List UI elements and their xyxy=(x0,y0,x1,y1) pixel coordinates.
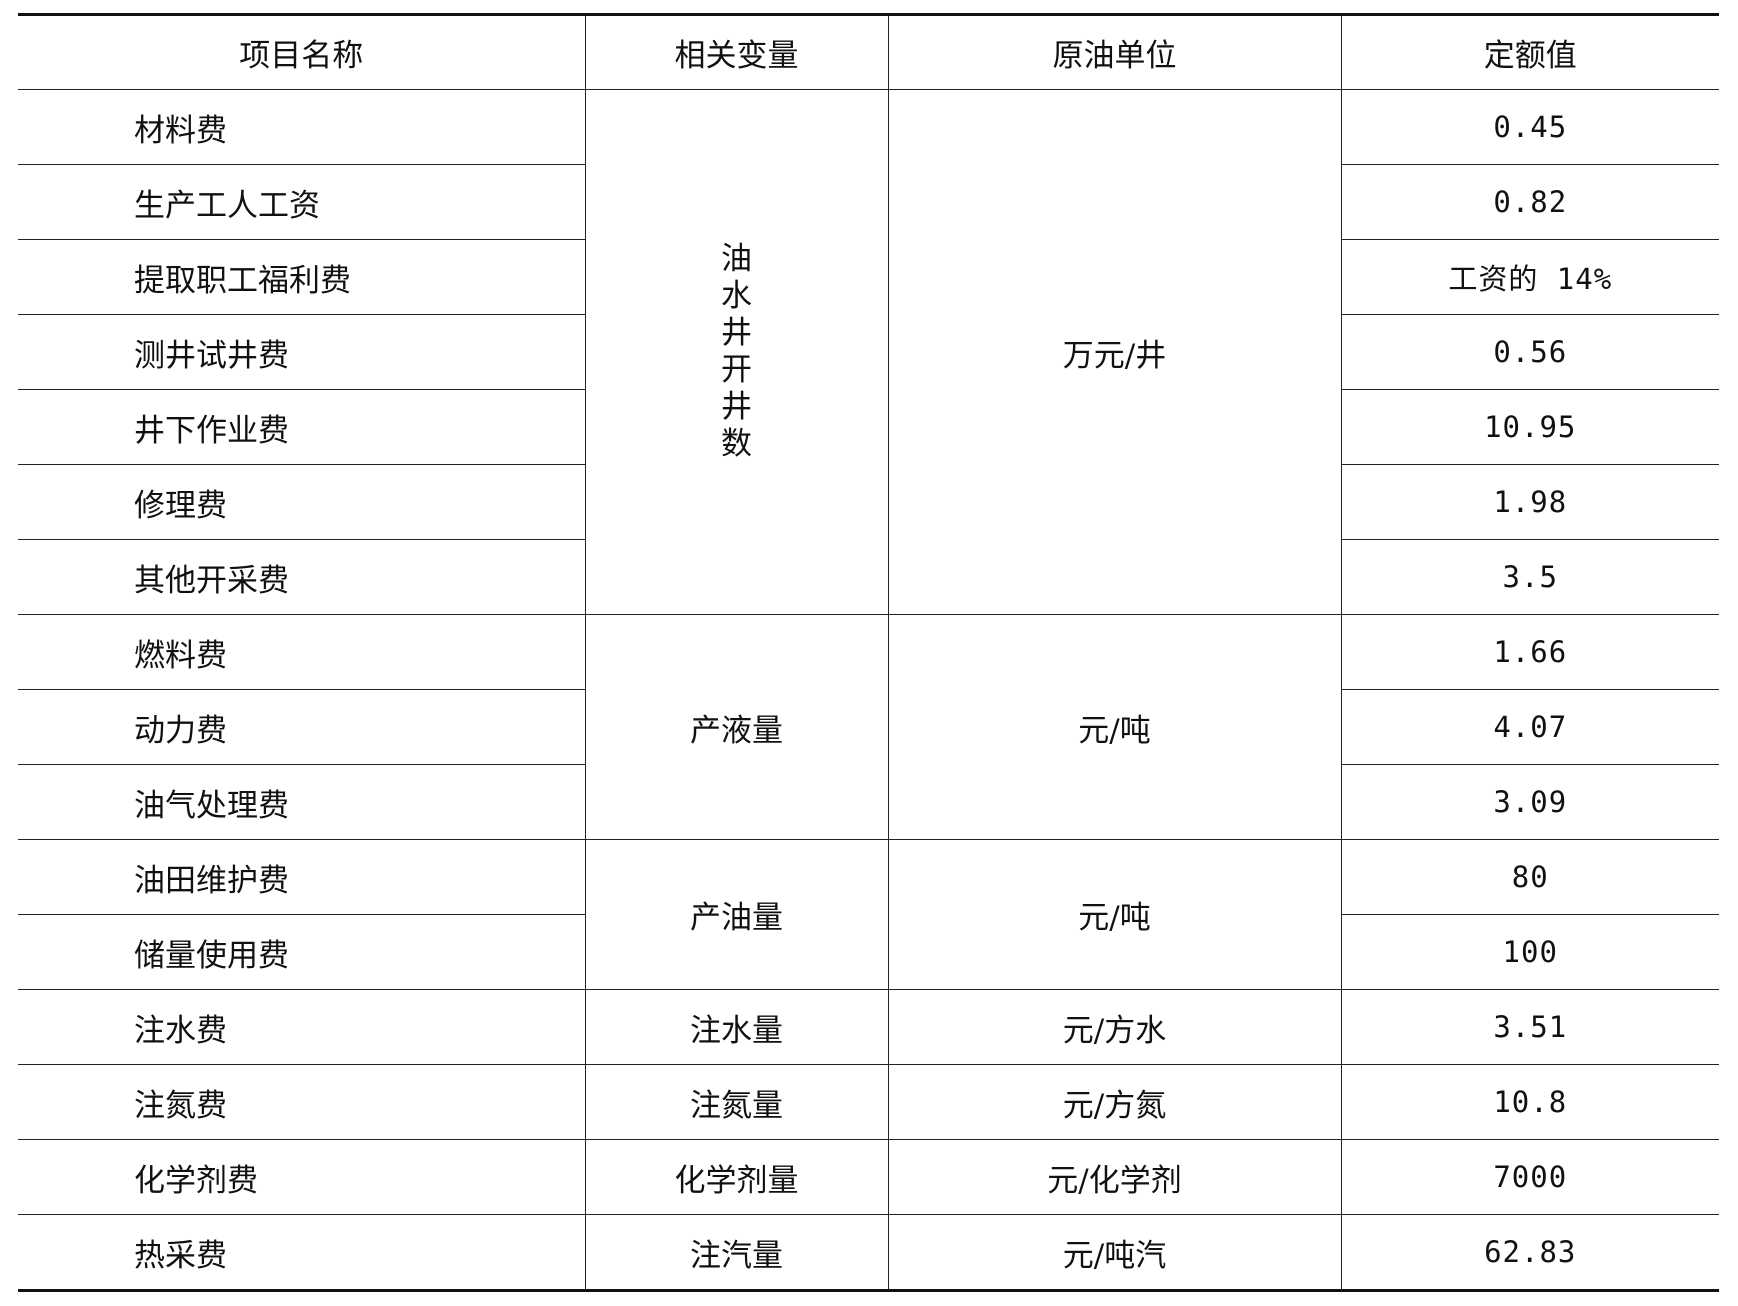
quota-value: 0.56 xyxy=(1340,314,1719,390)
table-row: 注水费 注水量 元/方水 3.51 xyxy=(18,989,1719,1065)
unit-cell: 元/吨汽 xyxy=(887,1214,1342,1291)
item-name: 油田维护费 xyxy=(18,839,586,915)
quota-value: 3.09 xyxy=(1340,764,1719,840)
table-row: 提取职工福利费 工资的 14% xyxy=(18,239,1719,315)
quota-value: 4.07 xyxy=(1340,689,1719,765)
quota-value: 工资的 14% xyxy=(1340,239,1719,315)
header-quota: 定额值 xyxy=(1340,14,1719,90)
table-row: 燃料费 产液量 元/吨 1.66 xyxy=(18,614,1719,840)
item-name: 材料费 xyxy=(18,89,586,165)
item-name: 井下作业费 xyxy=(18,389,586,465)
variable-cell: 产油量 xyxy=(584,839,889,990)
header-variable: 相关变量 xyxy=(584,14,889,90)
variable-text: 油水井开井数 xyxy=(721,241,752,462)
table-row: 油气处理费 3.09 xyxy=(18,764,1719,840)
item-name: 提取职工福利费 xyxy=(18,239,586,315)
header-row: 项目名称 相关变量 原油单位 定额值 xyxy=(18,14,1719,90)
table-row: 化学剂费 化学剂量 元/化学剂 7000 xyxy=(18,1139,1719,1215)
unit-cell: 万元/井 xyxy=(887,89,1342,615)
item-name: 储量使用费 xyxy=(18,914,586,990)
item-name: 测井试井费 xyxy=(18,314,586,390)
table-row: 生产工人工资 0.82 xyxy=(18,164,1719,240)
quota-value: 62.83 xyxy=(1340,1214,1719,1291)
unit-cell: 元/方水 xyxy=(887,989,1342,1065)
item-name: 动力费 xyxy=(18,689,586,765)
header-unit: 原油单位 xyxy=(887,14,1342,90)
variable-cell: 注水量 xyxy=(584,989,889,1065)
unit-cell: 元/方氮 xyxy=(887,1064,1342,1140)
quota-value: 1.66 xyxy=(1340,614,1719,690)
quota-value: 1.98 xyxy=(1340,464,1719,540)
item-name: 化学剂费 xyxy=(18,1139,586,1215)
item-name: 注水费 xyxy=(18,989,586,1065)
variable-cell: 油水井开井数 xyxy=(584,89,889,615)
quota-value: 0.45 xyxy=(1340,89,1719,165)
item-name: 热采费 xyxy=(18,1214,586,1291)
quota-value: 100 xyxy=(1340,914,1719,990)
table-row: 注氮费 注氮量 元/方氮 10.8 xyxy=(18,1064,1719,1140)
item-name: 注氮费 xyxy=(18,1064,586,1140)
unit-cell: 元/化学剂 xyxy=(887,1139,1342,1215)
variable-cell: 产液量 xyxy=(584,614,889,840)
table-row: 其他开采费 3.5 xyxy=(18,539,1719,615)
quota-value: 0.82 xyxy=(1340,164,1719,240)
table-row: 修理费 1.98 xyxy=(18,464,1719,540)
header-item-name: 项目名称 xyxy=(18,14,586,90)
item-name: 燃料费 xyxy=(18,614,586,690)
table-row: 井下作业费 10.95 xyxy=(18,389,1719,465)
table-row: 动力费 4.07 xyxy=(18,689,1719,765)
quota-value: 3.51 xyxy=(1340,989,1719,1065)
table-row: 材料费 油水井开井数 万元/井 0.45 xyxy=(18,89,1719,615)
variable-cell: 注汽量 xyxy=(584,1214,889,1291)
quota-value: 80 xyxy=(1340,839,1719,915)
quota-value: 7000 xyxy=(1340,1139,1719,1215)
table-row: 油田维护费 产油量 元/吨 80 xyxy=(18,839,1719,990)
unit-cell: 元/吨 xyxy=(887,614,1342,840)
item-name: 生产工人工资 xyxy=(18,164,586,240)
quota-value: 10.8 xyxy=(1340,1064,1719,1140)
variable-cell: 注氮量 xyxy=(584,1064,889,1140)
item-name: 修理费 xyxy=(18,464,586,540)
cost-quota-table: 项目名称 相关变量 原油单位 定额值 材料费 油水井开井数 万元/井 0.45 … xyxy=(18,13,1719,1292)
table-row: 热采费 注汽量 元/吨汽 62.83 xyxy=(18,1214,1719,1291)
quota-value: 10.95 xyxy=(1340,389,1719,465)
unit-cell: 元/吨 xyxy=(887,839,1342,990)
variable-cell: 化学剂量 xyxy=(584,1139,889,1215)
item-name: 油气处理费 xyxy=(18,764,586,840)
quota-value: 3.5 xyxy=(1340,539,1719,615)
item-name: 其他开采费 xyxy=(18,539,586,615)
